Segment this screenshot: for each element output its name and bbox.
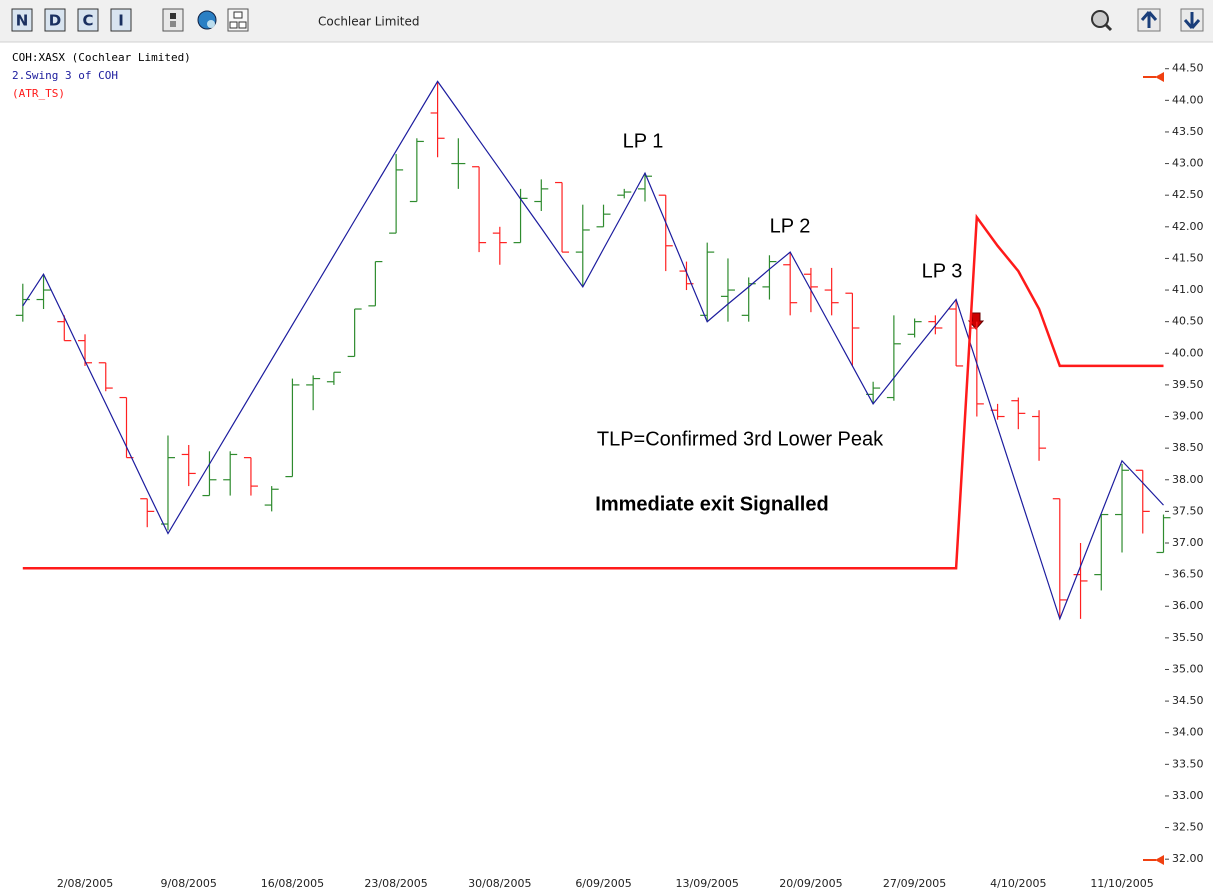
y-tick-label: 35.00	[1172, 662, 1204, 675]
button-zoom[interactable]	[1091, 10, 1113, 32]
symbol-title: Cochlear Limited	[318, 15, 420, 29]
button-image[interactable]	[162, 8, 184, 32]
x-tick-label: 30/08/2005	[468, 877, 531, 890]
y-tick-label: 38.50	[1172, 441, 1204, 454]
annotation: Immediate exit Signalled	[595, 493, 828, 515]
button-tree[interactable]	[227, 8, 249, 32]
y-tick-label: 36.50	[1172, 568, 1204, 581]
y-tick-label: 36.00	[1172, 599, 1204, 612]
price-marker	[1143, 72, 1164, 82]
y-tick-label: 40.50	[1172, 315, 1204, 328]
button-frame	[11, 8, 33, 32]
y-tick-label: 42.50	[1172, 188, 1204, 201]
button-frame	[110, 8, 132, 32]
x-tick-label: 2/08/2005	[57, 877, 113, 890]
y-tick-label: 34.50	[1172, 694, 1204, 707]
marker-arrow	[1155, 855, 1164, 865]
price-marker	[1143, 855, 1164, 865]
button-up[interactable]	[1137, 8, 1161, 32]
icon-part	[1140, 11, 1158, 28]
button-letter: N	[16, 12, 29, 30]
annotation: TLP=Confirmed 3rd Lower Peak	[597, 428, 884, 450]
annotation: LP 1	[623, 130, 664, 152]
icon-part	[238, 21, 247, 29]
y-tick-label: 38.00	[1172, 473, 1204, 486]
swing-line	[22, 80, 1164, 621]
button-letter: D	[49, 12, 61, 30]
y-tick-label: 35.50	[1172, 631, 1204, 644]
icon-part	[229, 21, 238, 29]
y-tick-label: 37.50	[1172, 504, 1204, 517]
y-tick-label: 40.00	[1172, 346, 1204, 359]
y-tick-label: 33.00	[1172, 789, 1204, 802]
y-tick-label: 39.50	[1172, 378, 1204, 391]
icon-part	[1183, 12, 1201, 29]
x-tick-label: 23/08/2005	[364, 877, 427, 890]
x-tick-label: 4/10/2005	[990, 877, 1046, 890]
y-tick-label: 33.50	[1172, 757, 1204, 770]
legend-entry: 2.Swing 3 of COH	[12, 69, 118, 82]
button-frame	[77, 8, 99, 32]
toolbar-button[interactable]: I	[110, 8, 132, 32]
y-tick-label: 43.00	[1172, 157, 1204, 170]
x-tick-label: 16/08/2005	[261, 877, 324, 890]
icon-part	[170, 13, 176, 19]
toolbar-button[interactable]: D	[44, 8, 66, 32]
y-tick-label: 41.00	[1172, 283, 1204, 296]
button-globe[interactable]	[197, 10, 217, 30]
icon-part	[1103, 22, 1113, 32]
x-tick-label: 20/09/2005	[779, 877, 842, 890]
icon-part	[1091, 10, 1109, 28]
y-tick-label: 37.00	[1172, 536, 1204, 549]
annotation: LP 2	[770, 215, 811, 237]
y-tick-label: 44.00	[1172, 93, 1204, 106]
button-down[interactable]	[1180, 8, 1204, 32]
icon-part	[233, 11, 243, 19]
button-letter: I	[118, 12, 124, 30]
y-tick-label: 42.00	[1172, 220, 1204, 233]
toolbar-button[interactable]: N	[11, 8, 33, 32]
x-tick-label: 27/09/2005	[883, 877, 946, 890]
y-tick-label: 32.00	[1172, 852, 1204, 865]
legend-entry: (ATR_TS)	[12, 87, 65, 100]
button-letter: C	[82, 12, 93, 30]
button-frame	[44, 8, 66, 32]
icon-part	[170, 21, 176, 27]
icon-part	[207, 20, 215, 28]
atr-trailing-stop	[22, 213, 1164, 570]
y-tick-label: 32.50	[1172, 821, 1204, 834]
y-tick-label: 44.50	[1172, 62, 1204, 75]
x-tick-label: 6/09/2005	[575, 877, 631, 890]
legend-entry: COH:XASX (Cochlear Limited)	[12, 51, 191, 64]
x-tick-label: 11/10/2005	[1090, 877, 1153, 890]
y-tick-label: 43.50	[1172, 125, 1204, 138]
button-frame	[162, 8, 184, 32]
y-tick-label: 41.50	[1172, 251, 1204, 264]
annotation: LP 3	[922, 260, 963, 282]
x-tick-label: 13/09/2005	[676, 877, 739, 890]
y-tick-label: 34.00	[1172, 726, 1204, 739]
x-tick-label: 9/08/2005	[161, 877, 217, 890]
y-tick-label: 39.00	[1172, 410, 1204, 423]
marker-arrow	[1155, 72, 1164, 82]
toolbar-button[interactable]: C	[77, 8, 99, 32]
